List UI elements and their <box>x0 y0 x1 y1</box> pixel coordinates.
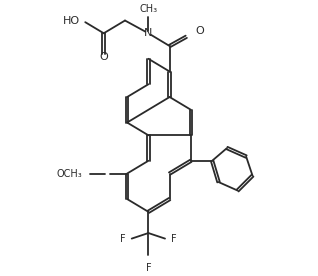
Text: F: F <box>171 234 176 245</box>
Text: N: N <box>144 28 153 38</box>
Text: OCH₃: OCH₃ <box>57 169 82 179</box>
Text: O: O <box>195 26 204 36</box>
Text: CH₃: CH₃ <box>139 4 157 14</box>
Text: O: O <box>99 52 108 62</box>
Text: F: F <box>121 234 126 245</box>
Text: F: F <box>146 263 151 273</box>
Text: HO: HO <box>63 15 80 25</box>
